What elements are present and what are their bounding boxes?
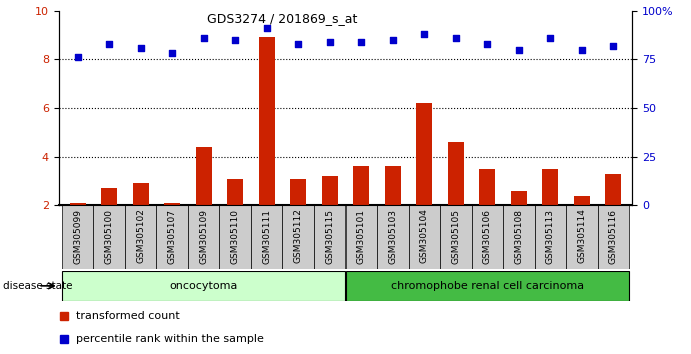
- Text: GSM305106: GSM305106: [483, 209, 492, 263]
- Point: [104, 41, 115, 46]
- Bar: [346, 271, 629, 301]
- Text: GSM305103: GSM305103: [388, 209, 397, 263]
- Text: GSM305099: GSM305099: [73, 209, 82, 263]
- Bar: [408, 205, 440, 269]
- Bar: [62, 271, 346, 301]
- Bar: [448, 142, 464, 205]
- Bar: [220, 205, 251, 269]
- Text: percentile rank within the sample: percentile rank within the sample: [76, 334, 264, 344]
- Text: GSM305108: GSM305108: [514, 209, 523, 263]
- Text: GSM305105: GSM305105: [451, 209, 460, 263]
- Point: [229, 37, 240, 42]
- Bar: [605, 174, 621, 205]
- Bar: [440, 205, 471, 269]
- Bar: [196, 147, 211, 205]
- Bar: [227, 178, 243, 205]
- Bar: [480, 169, 495, 205]
- Text: chromophobe renal cell carcinoma: chromophobe renal cell carcinoma: [390, 281, 584, 291]
- Bar: [353, 166, 369, 205]
- Text: disease state: disease state: [3, 281, 73, 291]
- Point: [261, 25, 272, 31]
- Text: GSM305113: GSM305113: [546, 209, 555, 263]
- Text: GSM305115: GSM305115: [325, 209, 334, 263]
- Text: GSM305110: GSM305110: [231, 209, 240, 263]
- Bar: [125, 205, 156, 269]
- Bar: [156, 205, 188, 269]
- Point: [293, 41, 304, 46]
- Bar: [566, 205, 598, 269]
- Bar: [62, 205, 93, 269]
- Text: GSM305100: GSM305100: [104, 209, 113, 263]
- Text: GSM305111: GSM305111: [262, 209, 272, 263]
- Bar: [535, 205, 566, 269]
- Text: GSM305116: GSM305116: [609, 209, 618, 263]
- Bar: [164, 203, 180, 205]
- Bar: [322, 176, 338, 205]
- Text: GSM305112: GSM305112: [294, 209, 303, 263]
- Text: transformed count: transformed count: [76, 311, 180, 321]
- Bar: [385, 166, 401, 205]
- Bar: [93, 205, 125, 269]
- Bar: [70, 203, 86, 205]
- Point: [198, 35, 209, 41]
- Bar: [102, 188, 117, 205]
- Bar: [259, 38, 274, 205]
- Point: [324, 39, 335, 45]
- Point: [451, 35, 462, 41]
- Bar: [503, 205, 535, 269]
- Point: [167, 51, 178, 56]
- Point: [482, 41, 493, 46]
- Text: GSM305109: GSM305109: [199, 209, 208, 263]
- Bar: [283, 205, 314, 269]
- Bar: [251, 205, 283, 269]
- Bar: [574, 196, 589, 205]
- Point: [576, 47, 587, 52]
- Point: [545, 35, 556, 41]
- Text: GSM305102: GSM305102: [136, 209, 145, 263]
- Bar: [188, 205, 220, 269]
- Bar: [377, 205, 408, 269]
- Point: [135, 45, 146, 50]
- Bar: [542, 169, 558, 205]
- Bar: [290, 178, 306, 205]
- Bar: [598, 205, 629, 269]
- Text: GSM305114: GSM305114: [578, 209, 587, 263]
- Bar: [346, 205, 377, 269]
- Point: [419, 31, 430, 37]
- Point: [513, 47, 524, 52]
- Bar: [511, 191, 527, 205]
- Text: GDS3274 / 201869_s_at: GDS3274 / 201869_s_at: [207, 12, 358, 25]
- Point: [608, 43, 619, 48]
- Bar: [417, 103, 432, 205]
- Text: GSM305104: GSM305104: [419, 209, 429, 263]
- Bar: [471, 205, 503, 269]
- Point: [387, 37, 398, 42]
- Text: GSM305107: GSM305107: [168, 209, 177, 263]
- Point: [356, 39, 367, 45]
- Text: GSM305101: GSM305101: [357, 209, 366, 263]
- Point: [72, 55, 83, 60]
- Text: oncocytoma: oncocytoma: [169, 281, 238, 291]
- Bar: [133, 183, 149, 205]
- Bar: [314, 205, 346, 269]
